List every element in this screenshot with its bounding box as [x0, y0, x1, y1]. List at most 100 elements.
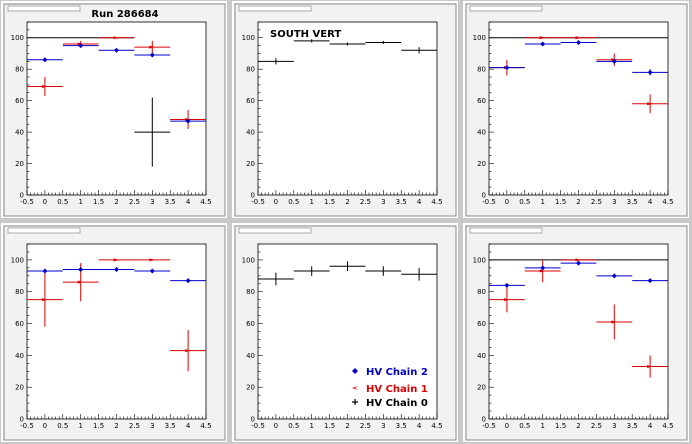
data-point	[632, 355, 668, 378]
title-box-rect	[469, 227, 543, 234]
y-tick-label: 20	[246, 384, 255, 392]
arrow-marker	[113, 258, 120, 262]
x-tick-label: 1.5	[324, 422, 335, 430]
y-tick-label: 20	[15, 384, 24, 392]
x-tick-label: 2	[345, 198, 349, 206]
y-tick-label: 100	[11, 256, 24, 264]
data-point	[134, 97, 171, 167]
data-point	[560, 39, 597, 45]
plot-area	[257, 243, 438, 420]
data-point	[596, 58, 633, 64]
x-tick-label: 4	[417, 422, 422, 430]
data-point	[632, 94, 668, 114]
data-point	[98, 36, 135, 40]
data-point	[170, 118, 206, 124]
data-point	[98, 47, 135, 53]
data-point	[560, 260, 597, 266]
series-hv-chain-2	[489, 39, 668, 76]
data-point	[293, 266, 330, 276]
y-tick-label: 80	[477, 66, 486, 74]
y-tick-label: 100	[473, 34, 486, 42]
plot-area	[488, 243, 669, 420]
x-tick-label: 1	[78, 422, 82, 430]
y-tick-label: 0	[482, 192, 486, 200]
x-tick-label: 4	[186, 198, 191, 206]
data-point	[365, 266, 402, 276]
data-point	[560, 258, 597, 262]
arrow-marker	[611, 320, 618, 324]
y-tick-label: 80	[246, 66, 255, 74]
x-tick-label: -0.5	[482, 198, 496, 206]
series-hv-chain-2	[27, 43, 206, 124]
data-point	[596, 304, 633, 340]
series-hv-chain-0	[258, 39, 437, 65]
x-tick-label: -0.5	[482, 422, 496, 430]
y-tick-label: 60	[15, 97, 24, 105]
diamond-marker	[504, 65, 510, 71]
x-tick-label: 1.5	[555, 422, 566, 430]
y-tick-label: 100	[473, 256, 486, 264]
x-tick-label: -0.5	[20, 422, 34, 430]
y-tick-label: 80	[477, 288, 486, 296]
x-tick-label: 2	[114, 422, 118, 430]
title-box-rect	[7, 5, 81, 12]
x-tick-label: 3.5	[396, 198, 407, 206]
x-tick-label: 2.5	[360, 198, 371, 206]
x-tick-label: 1.5	[555, 198, 566, 206]
x-tick-label: 0.5	[288, 422, 299, 430]
plot-title-box	[7, 227, 81, 234]
y-tick-label: 0	[251, 416, 255, 424]
data-point	[489, 282, 525, 288]
x-tick-label: 0.5	[288, 198, 299, 206]
y-tick-label: 20	[477, 160, 486, 168]
y-tick-label: 80	[246, 288, 255, 296]
x-tick-label: 1.5	[324, 198, 335, 206]
data-point	[489, 65, 525, 71]
data-point	[134, 268, 171, 274]
data-point	[258, 272, 294, 286]
y-tick-label: 20	[246, 160, 255, 168]
run-label: Run 286684	[91, 9, 158, 20]
legend-marker-1	[352, 386, 358, 390]
data-point	[524, 41, 561, 47]
arrow-marker	[503, 298, 510, 302]
y-tick-label: 100	[242, 256, 255, 264]
arrow-marker	[575, 258, 582, 262]
data-point	[258, 58, 294, 65]
y-tick-label: 80	[15, 288, 24, 296]
y-tick-label: 40	[246, 129, 255, 137]
x-tick-label: 4	[648, 198, 653, 206]
x-tick-label: -0.5	[251, 198, 265, 206]
x-tick-label: 4.5	[662, 422, 673, 430]
diamond-marker	[647, 278, 653, 284]
arrow-marker	[149, 258, 156, 262]
data-point	[401, 267, 437, 281]
y-tick-label: 100	[242, 34, 255, 42]
x-tick-label: 3.5	[627, 422, 638, 430]
data-point	[632, 278, 668, 284]
x-tick-label: 3.5	[627, 198, 638, 206]
legend-item-1: HV Chain 1	[352, 384, 428, 395]
x-tick-label: 2.5	[591, 422, 602, 430]
legend-label-2: HV Chain 0	[366, 398, 428, 409]
x-tick-label: 3.5	[165, 422, 176, 430]
plot-title-box	[7, 5, 81, 12]
data-point	[98, 258, 135, 262]
x-tick-label: 0	[274, 422, 278, 430]
diamond-marker	[114, 47, 119, 53]
south-vert-label: SOUTH VERT	[270, 29, 341, 40]
data-point	[134, 258, 171, 262]
plot-area	[257, 21, 438, 196]
legend-marker-2	[352, 399, 358, 405]
diamond-marker	[611, 273, 617, 279]
x-tick-label: 0	[274, 198, 278, 206]
data-point	[293, 39, 330, 43]
data-point	[170, 278, 206, 284]
